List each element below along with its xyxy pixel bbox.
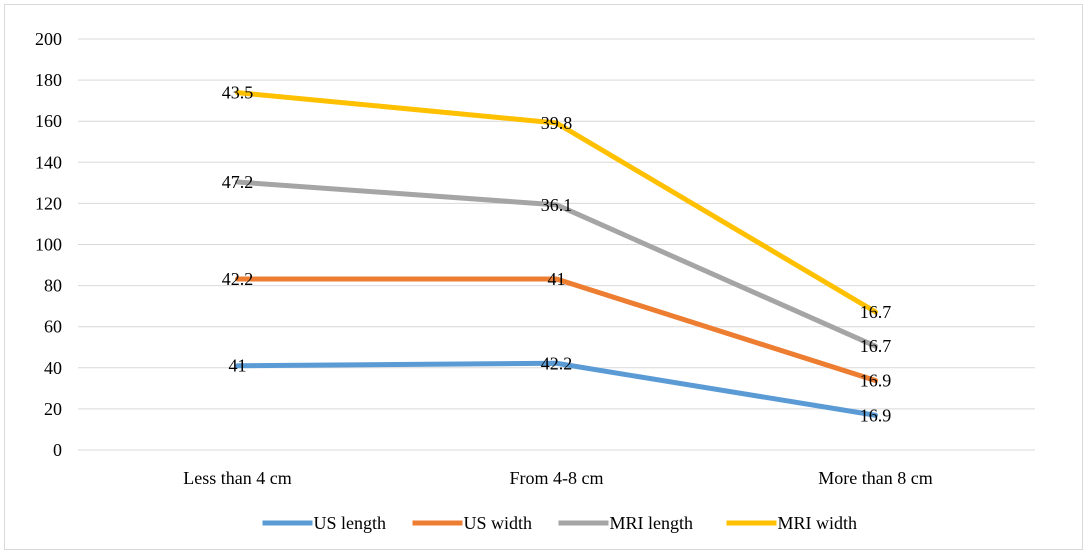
x-tick-label: More than 8 cm	[818, 468, 932, 488]
data-label: 16.9	[860, 405, 892, 425]
series-line-mri-length	[235, 179, 878, 349]
y-tick-label: 80	[44, 276, 62, 296]
series-line-us-length	[235, 360, 878, 418]
legend: US length US width MRI length MRI width	[262, 513, 858, 533]
y-tick-label: 140	[35, 152, 62, 172]
y-tick-label: 100	[35, 235, 62, 255]
data-label: 42.2	[541, 353, 573, 373]
y-axis: 0 20 40 60 80 100 120 140 160 180 200	[35, 29, 62, 460]
y-tick-label: 160	[35, 111, 62, 131]
y-tick-label: 180	[35, 70, 62, 90]
data-label: 47.2	[222, 172, 254, 192]
data-label: 36.1	[541, 195, 573, 215]
data-label: 41	[229, 356, 247, 376]
x-axis: Less than 4 cm From 4-8 cm More than 8 cm	[183, 468, 932, 488]
data-label: 41	[548, 269, 566, 289]
data-label: 39.8	[541, 113, 573, 133]
series-line-mri-width	[235, 90, 878, 315]
legend-label: MRI width	[778, 513, 858, 533]
data-label: 43.5	[222, 83, 254, 103]
x-tick-label: Less than 4 cm	[183, 468, 291, 488]
y-tick-label: 20	[44, 399, 62, 419]
y-tick-label: 60	[44, 317, 62, 337]
data-labels: 41 42.2 16.9 42.2 41 16.9 47.2 36.1 16.7 43.5 39.8…	[222, 83, 892, 426]
legend-label: US length	[314, 513, 387, 533]
legend-label: MRI length	[610, 513, 694, 533]
data-label: 42.2	[222, 269, 254, 289]
series-lines	[235, 90, 878, 418]
data-label: 16.9	[860, 371, 892, 391]
y-tick-label: 200	[35, 29, 62, 49]
data-label: 16.7	[860, 336, 892, 356]
y-tick-label: 40	[44, 358, 62, 378]
data-label: 16.7	[860, 302, 892, 322]
x-tick-label: From 4-8 cm	[510, 468, 604, 488]
series-line-us-width	[235, 276, 878, 384]
legend-label: US width	[464, 513, 533, 533]
y-tick-label: 0	[53, 440, 62, 460]
y-tick-label: 120	[35, 193, 62, 213]
